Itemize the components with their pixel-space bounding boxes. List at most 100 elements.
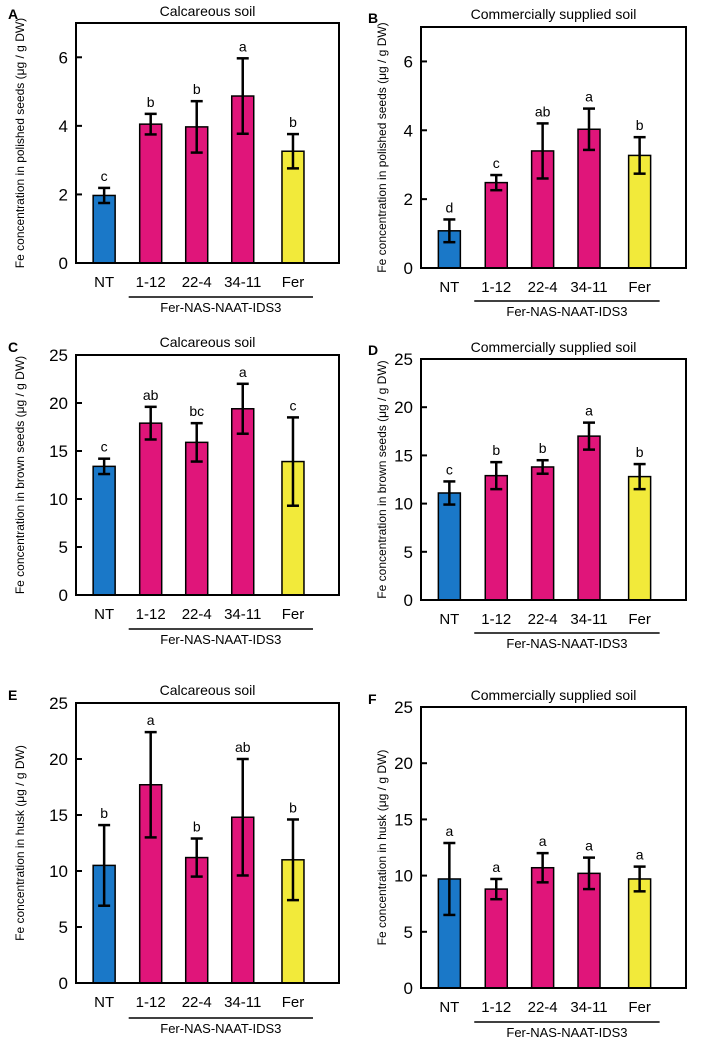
x-tick-label: 1-12 [136,994,166,1011]
x-tick-label: 1-12 [481,611,511,628]
significance-letter: b [289,114,297,130]
y-tick-label: 0 [404,979,413,998]
significance-letter: b [193,819,201,835]
y-tick-label: 4 [404,121,413,140]
plot-frame [75,702,340,984]
panel-b: B Commercially supplied soil Fe concentrat… [368,6,687,319]
error-bar [98,823,111,907]
significance-letter: b [193,81,201,97]
x-tick-label: 22-4 [182,606,212,623]
x-tick-label: 34-11 [224,274,261,291]
bar-nt [92,194,116,264]
y-tick-label: 10 [394,867,413,886]
bar-22-4 [530,866,555,989]
panel-letter: C [8,339,18,355]
chart-title: Calcareous soil [160,682,256,698]
y-tick-label: 25 [394,350,413,369]
error-bar [583,421,596,451]
x-tick-label: 22-4 [528,279,558,296]
significance-letter: ab [143,387,159,403]
error-bar [583,107,596,152]
significance-letter: b [492,442,500,458]
error-bar [236,57,249,135]
group-label: Fer-NAS-NAAT-IDS3 [160,1021,281,1036]
significance-letter: c [289,397,296,413]
y-axis-label: Fe concentration in brown seeds (μg / g … [375,360,389,598]
bar-1-12 [484,181,509,269]
error-bar [633,462,646,491]
chart-title: Commercially supplied soil [471,6,637,22]
group-label: Fer-NAS-NAAT-IDS3 [160,300,281,315]
error-bar [536,458,549,475]
bar-nt [437,492,462,601]
x-tick-label: NT [439,279,459,296]
significance-letter: b [636,444,644,460]
significance-letter: b [147,94,155,110]
error-bar [536,122,549,180]
significance-letter: c [101,168,108,184]
significance-letter: a [147,712,155,728]
panel-d: D Commercially supplied soil Fe concentrat… [368,339,687,651]
bar-1-12 [138,422,163,596]
y-tick-label: 5 [59,918,68,937]
x-tick-label: Fer [628,999,651,1016]
y-tick-label: 0 [59,254,68,273]
y-tick-label: 25 [49,346,68,365]
x-tick-label: NT [439,611,459,628]
bar-fer [627,475,652,601]
error-bar [443,480,456,506]
panel-letter: A [8,6,18,22]
significance-letter: d [445,199,453,215]
y-tick-label: 5 [59,538,68,557]
panel-c: C Calcareous soil Fe concentration in brow… [8,334,340,647]
x-tick-label: 34-11 [570,279,607,296]
x-tick-label: Fer [282,606,305,623]
y-tick-label: 2 [59,185,68,204]
bar-1-12 [484,888,509,989]
error-bar [144,112,157,136]
y-tick-label: 0 [404,591,413,610]
chart-title: Commercially supplied soil [471,687,637,703]
x-tick-label: 34-11 [224,606,261,623]
y-tick-label: 25 [394,698,413,717]
x-tick-label: NT [439,999,459,1016]
group-label: Fer-NAS-NAAT-IDS3 [506,1025,627,1040]
group-label: Fer-NAS-NAAT-IDS3 [160,632,281,647]
x-tick-label: Fer [282,274,305,291]
bar-1-12 [138,123,163,264]
x-tick-label: 22-4 [182,274,212,291]
y-tick-label: 20 [49,750,68,769]
panel-f: F Commercially supplied soil Fe concentrat… [368,687,687,1040]
y-tick-label: 10 [49,490,68,509]
plot-frame [75,22,340,264]
y-tick-label: 10 [49,862,68,881]
error-bar [633,135,646,175]
error-bar [286,818,299,902]
bar-22-4 [184,441,209,596]
bar-nt [92,465,116,596]
error-bar [633,865,646,893]
error-bar [144,730,157,839]
significance-letter: c [493,155,500,171]
y-tick-label: 25 [49,694,68,713]
error-bar [236,382,249,435]
y-axis-label: Fe concentration in polished seeds (μg /… [13,18,27,268]
y-tick-label: 15 [394,446,413,465]
significance-letter: bc [189,403,204,419]
error-bar [443,841,456,917]
error-bar [190,421,203,463]
bar-1-12 [484,474,509,601]
error-bar [144,405,157,441]
x-tick-label: 22-4 [528,999,558,1016]
error-bar [98,186,111,205]
y-tick-label: 6 [404,52,413,71]
y-tick-label: 0 [404,259,413,278]
chart-title: Calcareous soil [160,334,256,350]
y-tick-label: 5 [404,923,413,942]
significance-letter: a [492,859,500,875]
bar-22-4 [530,466,555,601]
significance-letter: a [239,38,247,54]
y-tick-label: 5 [404,543,413,562]
x-tick-label: 34-11 [570,999,607,1016]
y-tick-label: 20 [394,754,413,773]
